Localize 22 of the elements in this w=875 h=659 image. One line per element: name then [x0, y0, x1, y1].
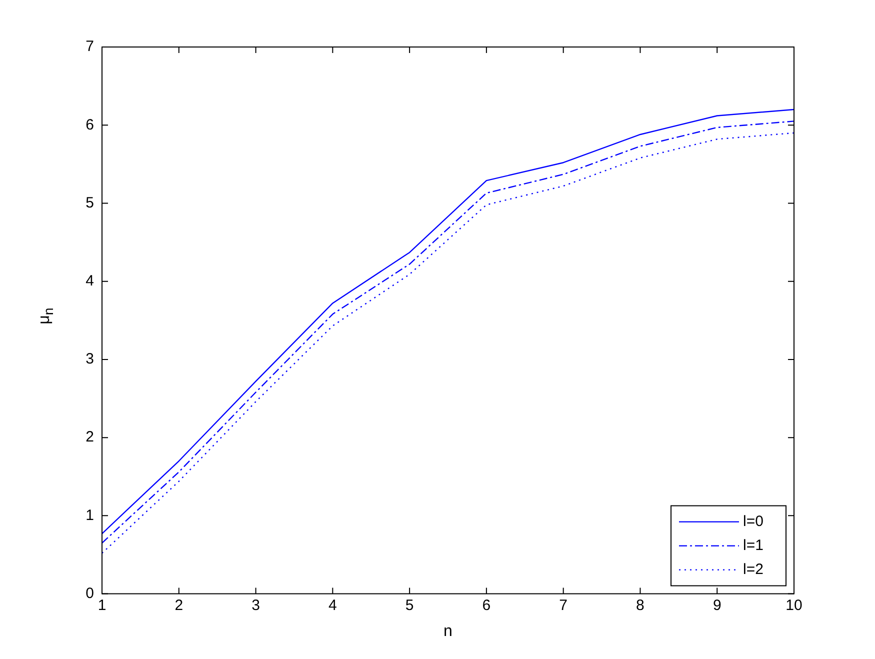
x-tick-label: 9: [712, 596, 722, 614]
y-tick-label: 6: [86, 116, 94, 134]
y-tick-label: 0: [86, 584, 94, 602]
legend-label: l=1: [743, 536, 764, 554]
x-axis-title: n: [444, 622, 452, 640]
y-tick-label: 2: [86, 428, 94, 446]
y-tick-label: 7: [86, 38, 94, 56]
x-tick-label: 5: [405, 596, 414, 614]
y-tick-label: 4: [86, 272, 94, 290]
legend-label: l=0: [743, 512, 764, 530]
y-tick-label: 3: [86, 350, 94, 368]
x-tick-label: 4: [328, 596, 337, 614]
x-tick-label: 10: [786, 596, 802, 614]
x-tick-label: 7: [559, 596, 568, 614]
x-tick-label: 2: [174, 596, 184, 614]
x-tick-label: 8: [636, 596, 644, 614]
x-tick-label: 1: [98, 596, 106, 614]
y-tick-label: 5: [86, 194, 94, 212]
legend-label: l=2: [743, 560, 764, 578]
y-tick-label: 1: [86, 506, 94, 524]
x-tick-label: 3: [252, 596, 260, 614]
x-tick-label: 6: [482, 596, 491, 614]
